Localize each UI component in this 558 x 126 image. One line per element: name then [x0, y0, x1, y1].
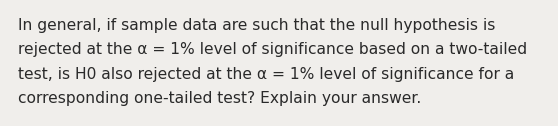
Text: corresponding one-tailed test? Explain your answer.: corresponding one-tailed test? Explain y…: [18, 91, 421, 106]
Text: rejected at the α = 1% level of significance based on a two-tailed: rejected at the α = 1% level of signific…: [18, 42, 527, 57]
Text: In general, if sample data are such that the null hypothesis is: In general, if sample data are such that…: [18, 18, 496, 33]
Text: test, is H0 also rejected at the α = 1% level of significance for a: test, is H0 also rejected at the α = 1% …: [18, 67, 514, 82]
